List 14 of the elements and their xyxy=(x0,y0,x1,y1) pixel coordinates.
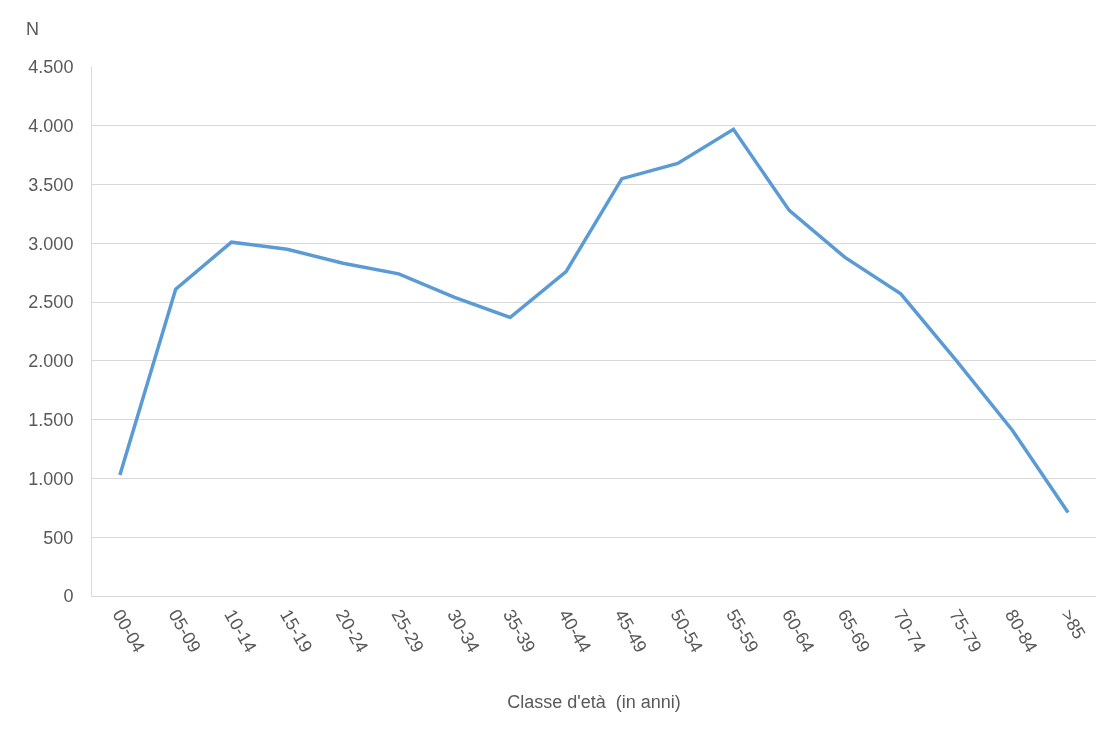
y-tick-label: 4.500 xyxy=(28,57,74,78)
y-tick-label: 0 xyxy=(63,586,74,607)
y-tick-label: 2.500 xyxy=(28,292,74,313)
x-tick-label: >85 xyxy=(1056,606,1090,643)
y-tick-label: 3.000 xyxy=(28,233,74,254)
y-tick-label: 1.500 xyxy=(28,409,74,430)
y-axis-title: N xyxy=(26,19,39,39)
y-tick-label: 4.000 xyxy=(28,116,74,137)
y-tick-label: 500 xyxy=(43,527,74,548)
y-tick-label: 1.000 xyxy=(28,468,74,489)
x-axis-title: Classe d'età (in anni) xyxy=(507,692,681,713)
line-series xyxy=(118,127,1070,515)
y-tick-label: 3.500 xyxy=(28,174,74,195)
y-tick-label: 2.000 xyxy=(28,351,74,372)
